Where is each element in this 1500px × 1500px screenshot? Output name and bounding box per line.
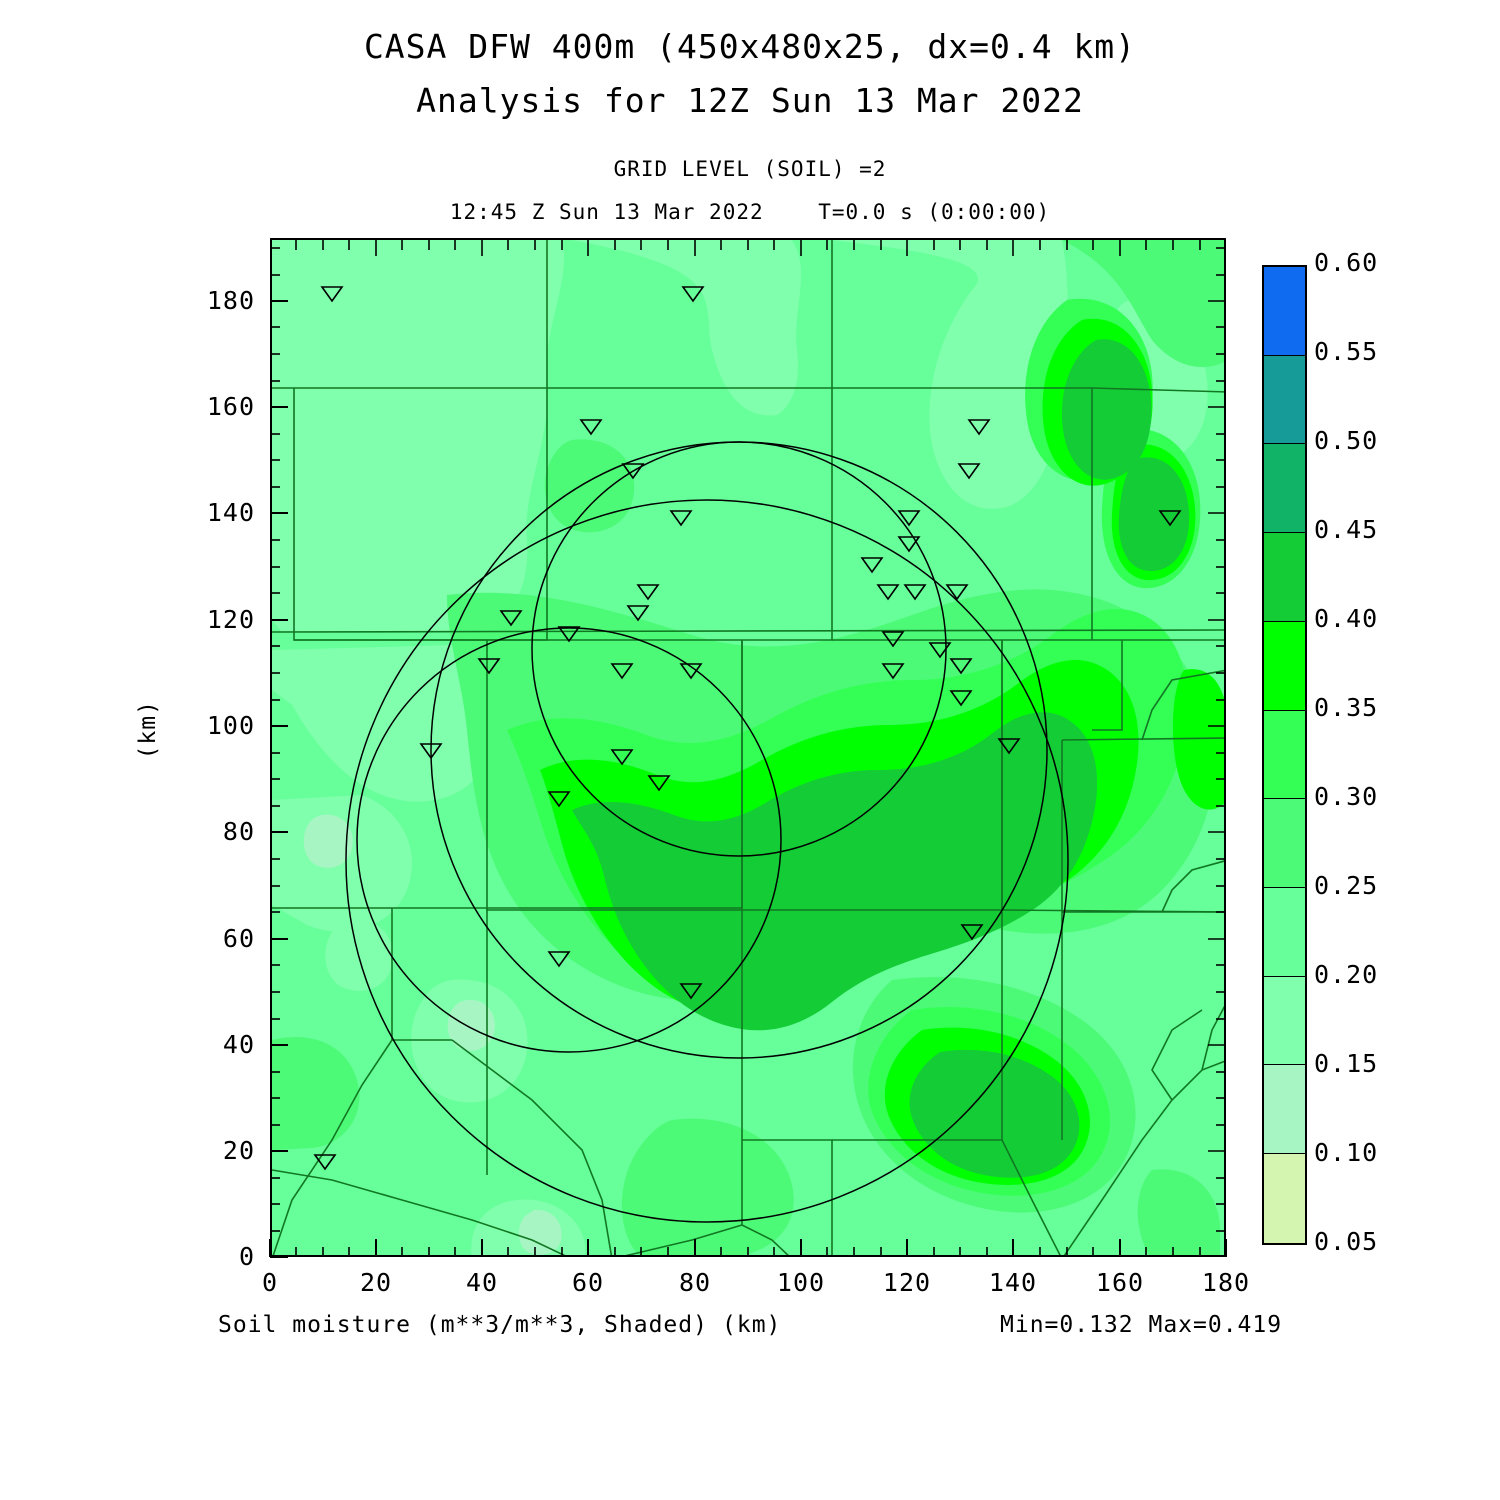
x-tick-100: 100 bbox=[776, 1268, 826, 1297]
colorbar-band-6 bbox=[1264, 799, 1305, 889]
x-tick-120: 120 bbox=[882, 1268, 932, 1297]
y-tick-60: 60 bbox=[222, 924, 255, 953]
title-line-1: CASA DFW 400m (450x480x25, dx=0.4 km) bbox=[363, 27, 1137, 66]
colorbar-band-3 bbox=[1264, 533, 1305, 622]
colorbar-tick-060: 0.60 bbox=[1314, 248, 1379, 277]
colorbar-tick-025: 0.25 bbox=[1314, 871, 1379, 900]
x-tick-0: 0 bbox=[261, 1268, 279, 1297]
colorbar-band-9 bbox=[1264, 1065, 1305, 1155]
y-tick-40: 40 bbox=[222, 1030, 255, 1059]
y-tick-180: 180 bbox=[206, 286, 255, 315]
colorbar-tick-035: 0.35 bbox=[1314, 693, 1379, 722]
x-tick-40: 40 bbox=[465, 1268, 499, 1297]
colorbar-band-4 bbox=[1264, 621, 1305, 711]
colorbar-band-1 bbox=[1264, 355, 1305, 445]
colorbar-tick-050: 0.50 bbox=[1314, 426, 1379, 455]
colorbar-band-0 bbox=[1264, 267, 1305, 356]
colorbar-tick-010: 0.10 bbox=[1314, 1138, 1379, 1167]
colorbar-tick-labels: 0.60 0.55 0.50 0.45 0.40 0.35 0.30 0.25 … bbox=[1314, 248, 1424, 1256]
colorbar-tick-040: 0.40 bbox=[1314, 604, 1379, 633]
colorbar-tick-055: 0.55 bbox=[1314, 337, 1379, 366]
variable-label: Soil moisture (m**3/m**3, Shaded) bbox=[218, 1312, 708, 1338]
y-tick-80: 80 bbox=[222, 817, 255, 846]
y-tick-140: 140 bbox=[206, 498, 255, 527]
y-tick-20: 20 bbox=[222, 1136, 255, 1165]
x-tick-160: 160 bbox=[1095, 1268, 1145, 1297]
title-line-2: Analysis for 12Z Sun 13 Mar 2022 bbox=[416, 81, 1084, 120]
x-tick-80: 80 bbox=[678, 1268, 712, 1297]
footer: Soil moisture (m**3/m**3, Shaded) (km) M… bbox=[0, 1312, 1500, 1352]
radar-range-rings bbox=[345, 441, 1069, 1223]
colorbar bbox=[1262, 265, 1307, 1245]
timestamp-label: 12:45 Z Sun 13 Mar 2022 T=0.0 s (0:00:00… bbox=[449, 200, 1051, 224]
x-tick-140: 140 bbox=[988, 1268, 1038, 1297]
colorbar-tick-020: 0.20 bbox=[1314, 960, 1379, 989]
colorbar-tick-005: 0.05 bbox=[1314, 1227, 1379, 1256]
colorbar-band-7 bbox=[1264, 888, 1305, 977]
colorbar-tick-030: 0.30 bbox=[1314, 782, 1379, 811]
colorbar-tick-045: 0.45 bbox=[1314, 515, 1379, 544]
y-tick-100: 100 bbox=[206, 711, 255, 740]
y-tick-0: 0 bbox=[238, 1242, 255, 1271]
station-markers bbox=[313, 286, 1182, 1171]
x-tick-20: 20 bbox=[359, 1268, 393, 1297]
grid-level-label: GRID LEVEL (SOIL) =2 bbox=[613, 157, 887, 181]
soil-moisture-map bbox=[270, 238, 1226, 1257]
x-tick-60: 60 bbox=[571, 1268, 605, 1297]
x-axis-title: (km) bbox=[722, 1312, 782, 1338]
contour-field bbox=[272, 240, 1224, 1255]
y-axis-title: (km) bbox=[135, 700, 161, 760]
colorbar-band-8 bbox=[1264, 976, 1305, 1066]
x-tick-180: 180 bbox=[1201, 1268, 1251, 1297]
minmax-label: Min=0.132 Max=0.419 bbox=[1000, 1312, 1283, 1338]
colorbar-tick-015: 0.15 bbox=[1314, 1049, 1379, 1078]
colorbar-band-2 bbox=[1264, 444, 1305, 534]
y-tick-120: 120 bbox=[206, 605, 255, 634]
chart-title-block: CASA DFW 400m (450x480x25, dx=0.4 km) An… bbox=[0, 20, 1500, 128]
colorbar-band-10 bbox=[1264, 1154, 1305, 1243]
y-tick-160: 160 bbox=[206, 392, 255, 421]
colorbar-band-5 bbox=[1264, 710, 1305, 800]
